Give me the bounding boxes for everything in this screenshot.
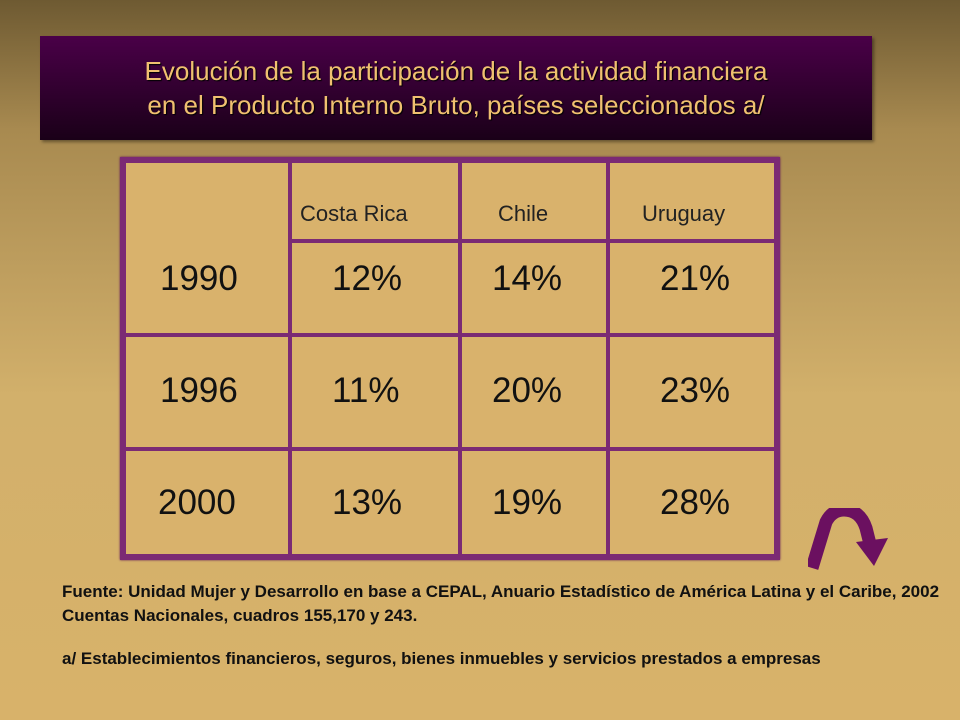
value-1990-chile: 14%	[492, 259, 563, 298]
cell-2000-costa-rica	[292, 451, 458, 554]
cell-2000-uruguay	[610, 451, 774, 554]
header-cell-costa-rica	[292, 163, 458, 239]
row-label-2000: 2000	[158, 483, 236, 522]
data-table: Costa Rica Chile Uruguay 1990 1996 2000 …	[120, 157, 780, 560]
cell-1990-chile	[462, 243, 606, 333]
row-label-1996: 1996	[160, 371, 238, 410]
cell-2000-chile	[462, 451, 606, 554]
value-2000-chile: 19%	[492, 483, 563, 522]
curved-arrow-down-icon[interactable]	[805, 503, 892, 575]
cell-1990-costa-rica	[292, 243, 458, 333]
value-1996-uruguay: 23%	[660, 371, 731, 410]
title-banner: Evolución de la participación de la acti…	[40, 36, 872, 140]
header-cell-uruguay	[610, 163, 774, 239]
value-2000-uruguay: 28%	[660, 483, 731, 522]
column-header-uruguay: Uruguay	[642, 201, 726, 226]
definition-footnote: a/ Establecimientos financieros, seguros…	[62, 649, 821, 668]
row-label-1990: 1990	[160, 259, 238, 298]
title-line-1: Evolución de la participación de la acti…	[144, 56, 768, 86]
cell-1990-uruguay	[610, 243, 774, 333]
cell-1996-year	[126, 337, 288, 447]
cell-1996-costa-rica	[292, 337, 458, 447]
value-1990-uruguay: 21%	[660, 259, 731, 298]
cell-2000-year	[126, 451, 288, 554]
source-footnote: Fuente: Unidad Mujer y Desarrollo en bas…	[62, 582, 940, 625]
value-1996-costa-rica: 11%	[332, 371, 400, 410]
title-line-2: en el Producto Interno Bruto, países sel…	[147, 90, 765, 120]
cell-1996-chile	[462, 337, 606, 447]
value-1990-costa-rica: 12%	[332, 259, 403, 298]
column-header-chile: Chile	[498, 201, 549, 226]
header-cell-chile	[462, 163, 606, 239]
value-1996-chile: 20%	[492, 371, 563, 410]
cell-1996-uruguay	[610, 337, 774, 447]
value-2000-costa-rica: 13%	[332, 483, 403, 522]
table-corner-cell	[126, 163, 288, 333]
column-header-costa-rica: Costa Rica	[300, 201, 408, 226]
